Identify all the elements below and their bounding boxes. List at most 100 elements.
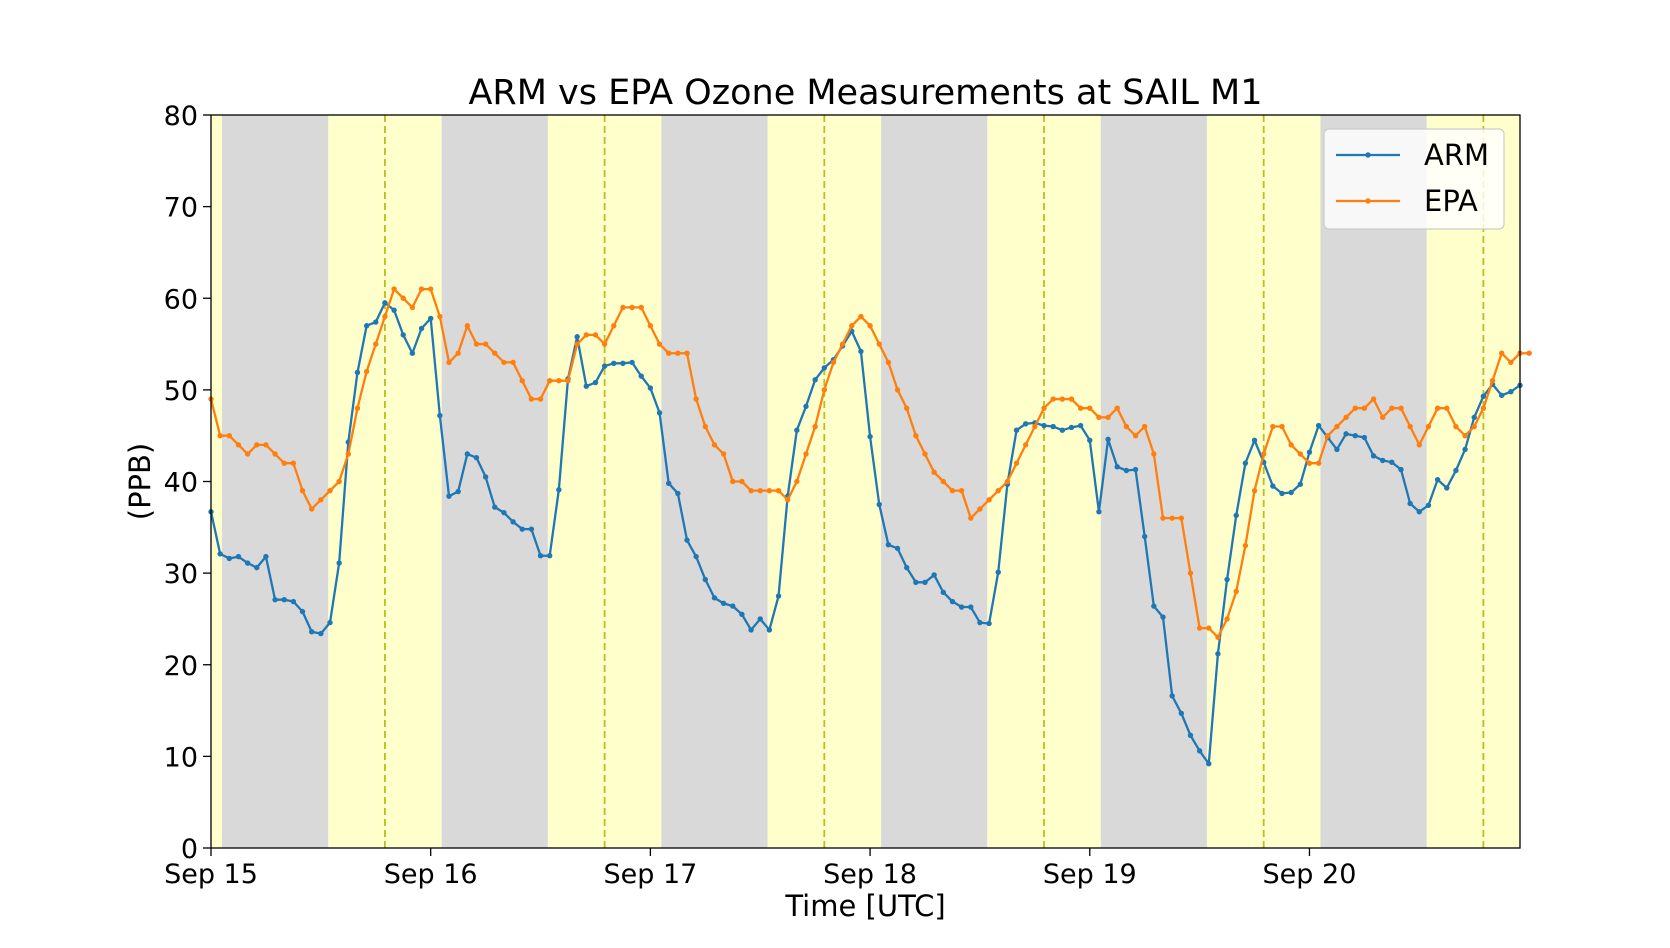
- data-point-arm: [885, 542, 892, 548]
- data-point-epa: [958, 487, 965, 494]
- data-point-epa: [1325, 432, 1331, 439]
- data-point-arm: [455, 488, 461, 495]
- data-point-epa: [437, 313, 443, 320]
- data-point-arm: [373, 319, 379, 325]
- night-band: [221, 115, 329, 848]
- data-point-epa: [373, 341, 379, 347]
- data-point-arm: [473, 454, 480, 461]
- legend-label-arm: ARM: [1424, 138, 1489, 172]
- data-point-epa: [1224, 616, 1230, 622]
- data-point-epa: [1123, 423, 1130, 430]
- data-point-epa: [565, 378, 571, 384]
- data-point-arm: [217, 551, 223, 557]
- x-axis-label: Time [UTC]: [784, 889, 945, 923]
- data-point-epa: [1480, 405, 1487, 411]
- data-point-arm: [1425, 502, 1432, 509]
- data-point-epa: [1279, 423, 1285, 430]
- data-point-epa: [1105, 414, 1111, 421]
- data-point-arm: [1141, 533, 1148, 540]
- data-point-arm: [757, 616, 763, 622]
- night-band: [1320, 115, 1427, 848]
- data-point-epa: [1206, 625, 1212, 631]
- data-point-arm: [1379, 457, 1386, 464]
- data-point-epa: [391, 286, 397, 292]
- data-point-arm: [1233, 512, 1239, 519]
- data-point-arm: [1251, 437, 1258, 443]
- night-band: [881, 115, 988, 848]
- data-point-arm: [437, 412, 443, 419]
- data-point-epa: [492, 350, 498, 356]
- data-point-arm: [1132, 466, 1139, 473]
- data-point-epa: [1022, 442, 1029, 448]
- data-point-epa: [400, 295, 406, 301]
- data-point-arm: [519, 526, 525, 532]
- data-point-arm: [327, 619, 333, 626]
- data-point-epa: [592, 332, 599, 338]
- data-point-epa: [675, 350, 681, 356]
- data-point-epa: [1270, 423, 1276, 430]
- data-point-epa: [1471, 423, 1477, 430]
- data-point-arm: [748, 627, 754, 633]
- data-point-arm: [1178, 710, 1185, 717]
- data-point-epa: [272, 451, 278, 457]
- data-point-epa: [757, 487, 763, 494]
- data-point-epa: [473, 341, 480, 347]
- data-point-epa: [464, 323, 471, 329]
- chart-title: ARM vs EPA Ozone Measurements at SAIL M1: [468, 73, 1262, 113]
- data-point-arm: [730, 603, 736, 609]
- data-point-arm: [1087, 437, 1093, 443]
- daylight-band: [211, 115, 222, 848]
- data-point-arm: [913, 579, 919, 585]
- data-point-arm: [382, 300, 388, 306]
- x-tick-label: Sep 15: [164, 859, 258, 890]
- data-point-arm: [812, 377, 818, 383]
- data-point-epa: [730, 478, 736, 485]
- x-tick-label: Sep 17: [603, 859, 697, 890]
- data-point-epa: [1114, 405, 1120, 411]
- data-point-epa: [1416, 442, 1423, 448]
- data-point-epa: [620, 304, 626, 311]
- data-point-epa: [1233, 588, 1239, 595]
- data-point-epa: [1187, 570, 1194, 576]
- data-point-arm: [1059, 427, 1066, 433]
- data-point-arm: [482, 474, 489, 480]
- data-point-arm: [702, 576, 709, 583]
- data-point-epa: [1379, 414, 1386, 421]
- data-point-epa: [1050, 396, 1056, 402]
- data-point-epa: [308, 506, 315, 512]
- series-layer: [208, 286, 1532, 767]
- data-point-arm: [1508, 389, 1514, 395]
- series-arm: [208, 300, 1523, 767]
- data-point-epa: [821, 387, 828, 393]
- data-point-arm: [1407, 500, 1413, 507]
- x-tick-label: Sep 16: [384, 859, 478, 890]
- series-epa: [208, 286, 1532, 640]
- data-point-arm: [363, 323, 370, 329]
- data-point-arm: [492, 504, 498, 510]
- data-point-epa: [867, 323, 873, 329]
- data-point-epa: [1444, 405, 1450, 411]
- data-point-epa: [244, 451, 251, 457]
- data-point-epa: [299, 487, 306, 494]
- y-tick-label: 10: [164, 742, 198, 773]
- data-point-epa: [327, 487, 333, 494]
- data-point-arm: [418, 325, 425, 332]
- data-point-arm: [720, 600, 727, 607]
- data-point-arm: [1279, 490, 1285, 497]
- data-point-epa: [1260, 451, 1267, 457]
- data-point-arm: [1416, 509, 1423, 515]
- y-axis-label: (PPB): [123, 443, 157, 521]
- data-point-arm: [1361, 434, 1368, 441]
- data-point-epa: [922, 451, 928, 457]
- data-point-epa: [684, 350, 690, 356]
- data-point-epa: [318, 497, 324, 503]
- data-point-epa: [1160, 515, 1166, 521]
- data-point-arm: [1068, 424, 1075, 431]
- data-point-arm: [601, 363, 608, 369]
- data-point-arm: [1297, 481, 1304, 487]
- data-point-arm: [1343, 431, 1349, 437]
- data-point-arm: [1022, 421, 1029, 427]
- data-point-arm: [446, 493, 452, 499]
- data-point-arm: [638, 373, 644, 379]
- solar-noon-lines-layer: [384, 115, 1485, 848]
